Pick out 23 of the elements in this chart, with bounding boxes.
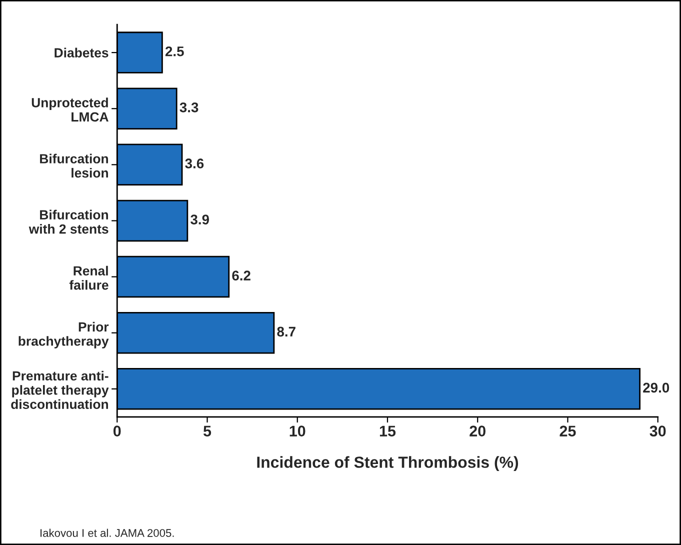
data-label: 3.9 [190,214,209,224]
x-tick-label: 30 [650,426,666,436]
data-label: 8.7 [277,326,296,337]
x-tick-label: 0 [113,426,121,436]
x-tick-label: 20 [470,426,486,436]
y-tick-label: Premature anti- platelet therapy discontinuation [11,370,109,409]
y-tick-label: Bifurcation lesion [40,154,108,178]
x-axis-title: Incidence of Stent Thrombosis (%) [257,456,518,472]
x-tick-label: 10 [290,426,306,436]
data-label: 2.5 [165,46,184,56]
x-tick-label: 25 [560,426,576,436]
data-label: 3.6 [185,158,204,168]
y-tick-label: Prior brachytherapy [18,322,109,348]
x-tick-label: 15 [380,426,396,436]
y-tick-label: Unprotected LMCA [32,98,108,122]
data-label: 3.3 [180,102,198,112]
y-tick-label: Bifurcation with 2 stents [28,210,108,234]
text: Iakovou I et al. JAMA 2005. [40,528,174,537]
y-tick-label: Diabetes [54,48,108,58]
data-label: 29.0 [643,382,670,393]
data-label: 6.2 [232,270,250,281]
y-tick-label: Renal failure [69,266,108,290]
x-tick-label: 5 [203,426,212,436]
